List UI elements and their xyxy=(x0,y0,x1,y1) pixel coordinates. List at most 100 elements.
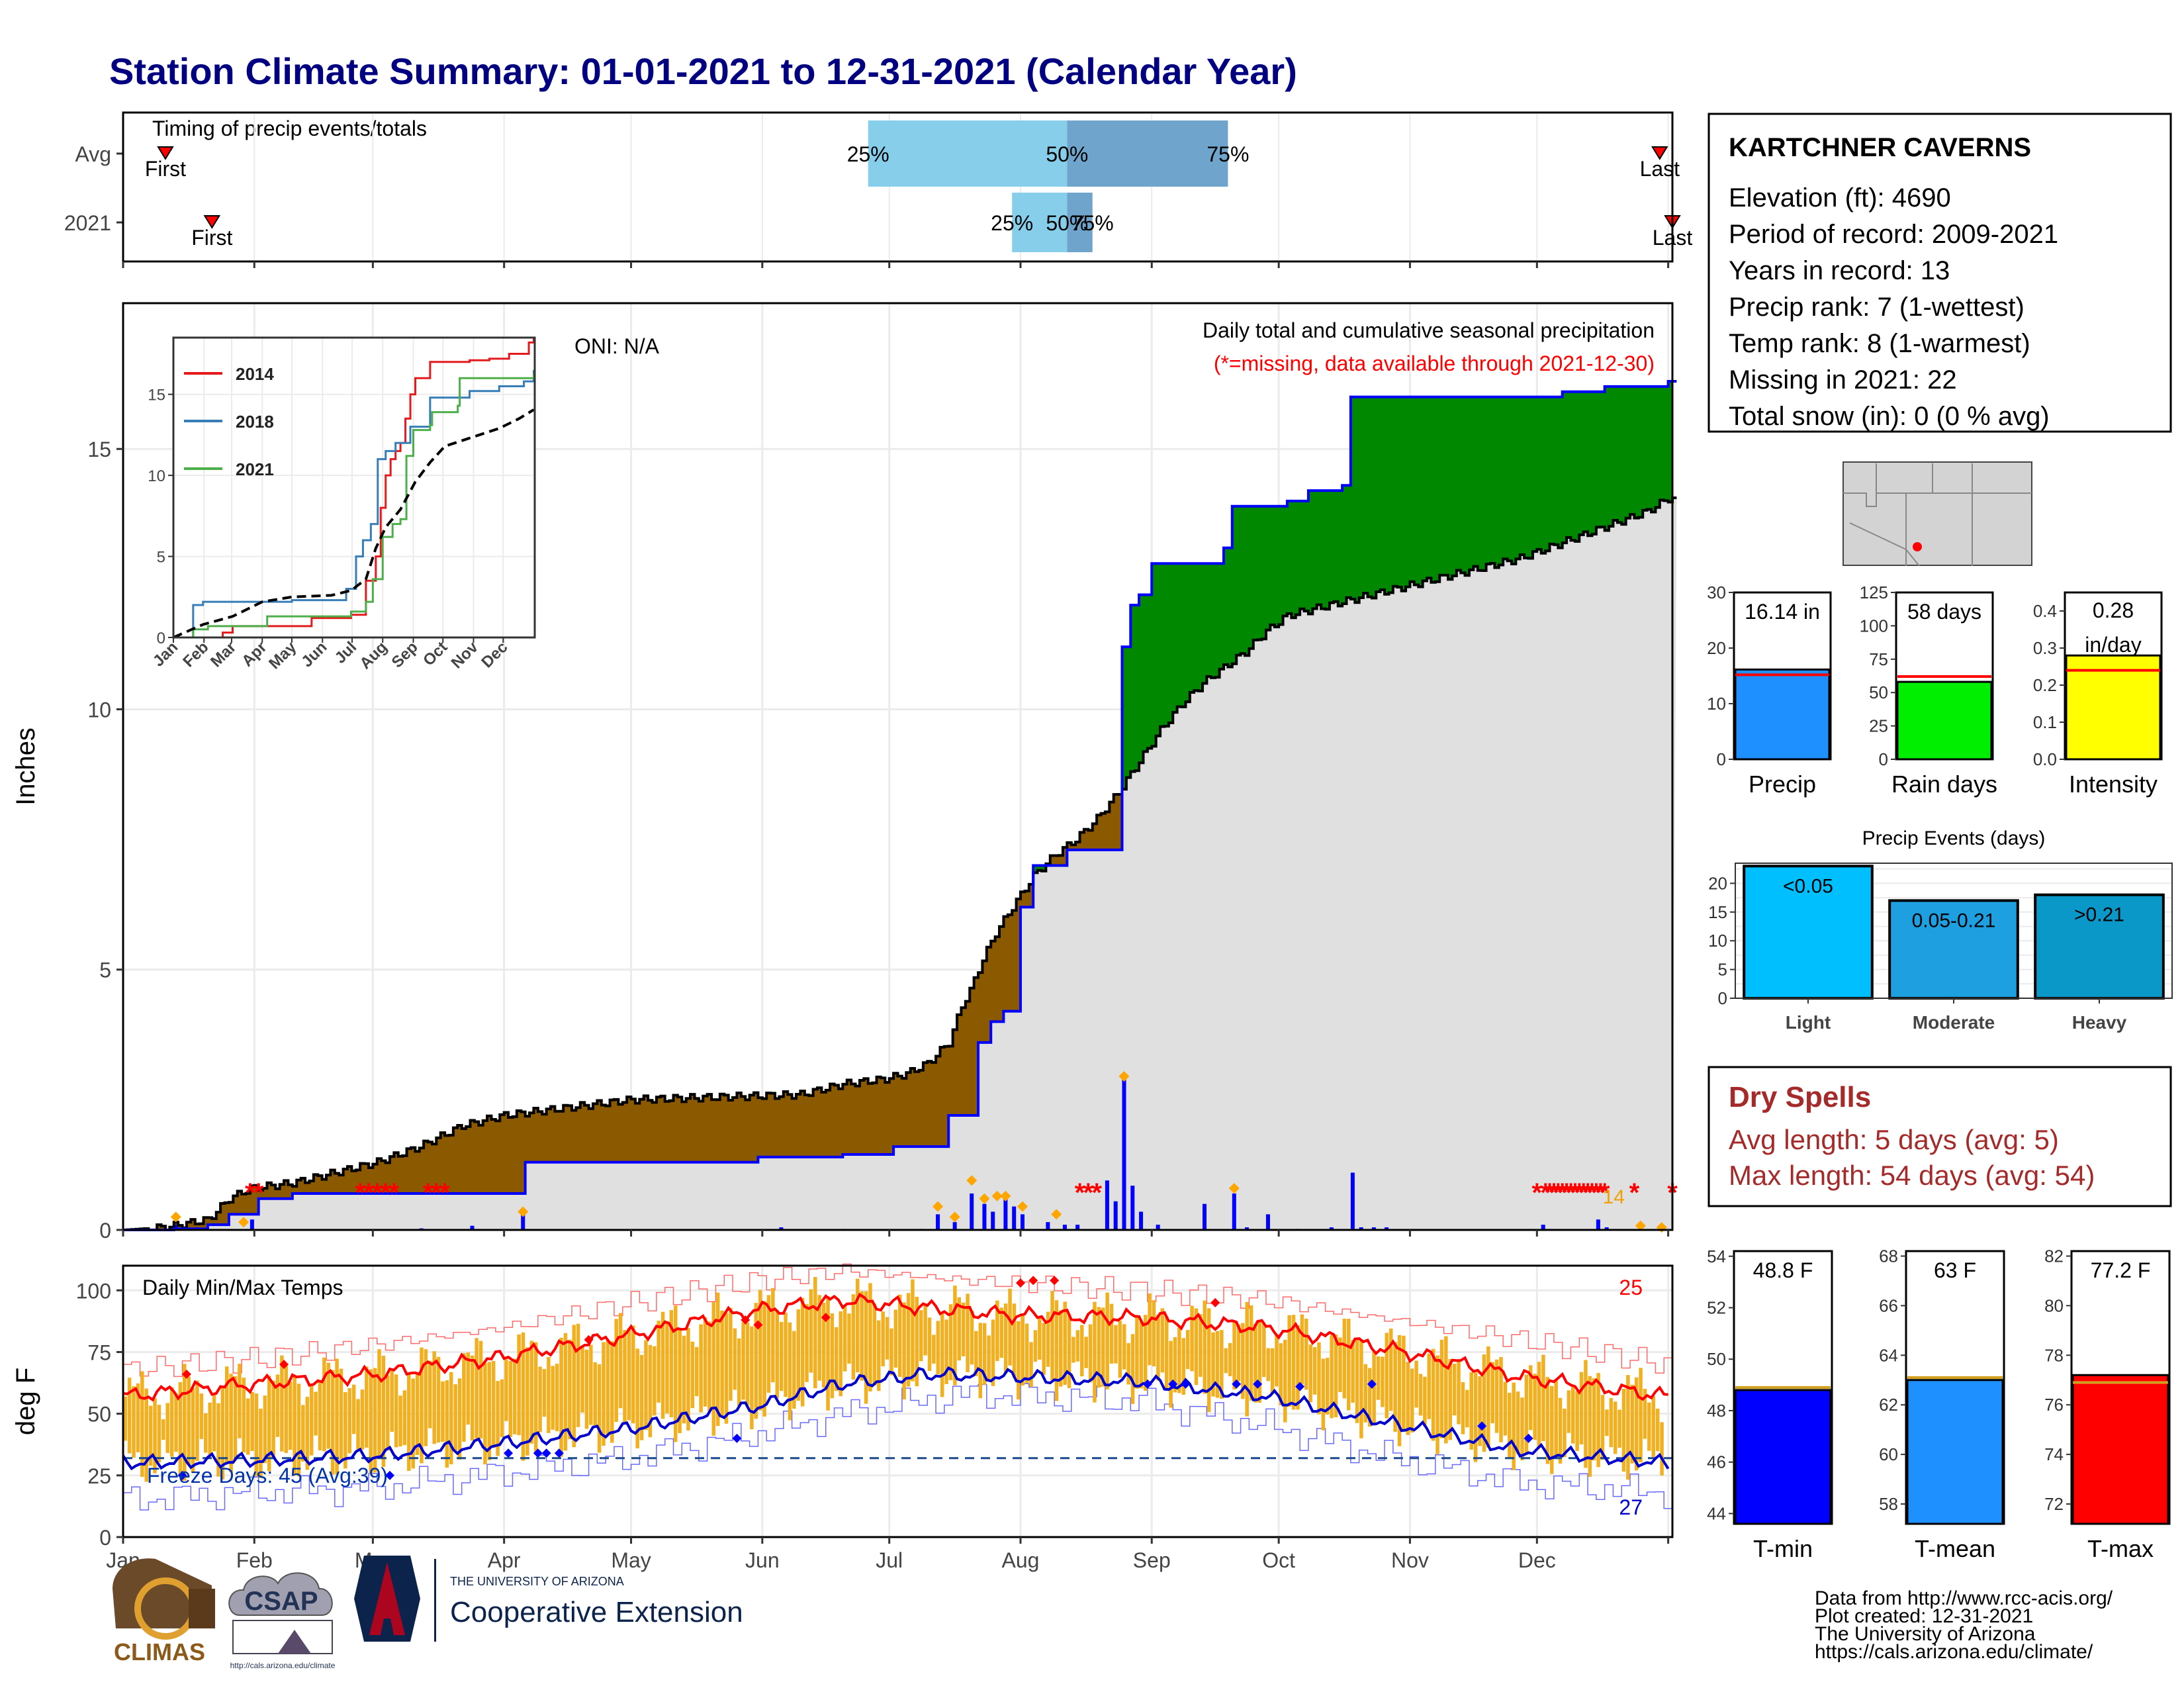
daily-temp-bar xyxy=(314,1391,318,1436)
daily-temp-bar xyxy=(589,1344,593,1425)
daily-temp-bar xyxy=(775,1310,780,1398)
daily-temp-bar xyxy=(1376,1356,1381,1400)
daily-precip-bar xyxy=(1156,1225,1160,1230)
university-of-arizona-logo: THE UNIVERSITY OF ARIZONA Cooperative Ex… xyxy=(354,1556,743,1642)
daily-temp-bar xyxy=(1512,1382,1516,1470)
daily-temp-bar xyxy=(1181,1338,1186,1395)
daily-temp-bar xyxy=(809,1289,813,1373)
daily-temp-bar xyxy=(381,1356,386,1467)
daily-temp-bar xyxy=(572,1325,576,1448)
daily-temp-bar xyxy=(1203,1300,1207,1394)
daily-temp-bar xyxy=(445,1380,449,1468)
daily-temp-bar xyxy=(678,1329,682,1433)
daily-temp-bar xyxy=(1257,1319,1262,1403)
daily-temp-bar xyxy=(1042,1323,1046,1375)
station-line: Total snow (in): 0 (0 % avg) xyxy=(1729,402,2050,431)
record-high-marker xyxy=(1015,1278,1025,1288)
daily-temp-bar xyxy=(191,1388,195,1473)
daily-temp-bar xyxy=(411,1378,415,1469)
missing-day-marker: * xyxy=(432,1178,442,1207)
daily-temp-bar xyxy=(1253,1323,1257,1403)
summary-ytick-label: 62 xyxy=(1879,1395,1898,1415)
last-event-marker xyxy=(1651,146,1668,160)
daily-temp-bar xyxy=(1143,1315,1148,1391)
timing-category-label: Avg xyxy=(75,142,111,166)
daily-precip-bar xyxy=(1139,1211,1144,1230)
daily-temp-bar xyxy=(906,1293,911,1387)
daily-temp-bar xyxy=(1516,1391,1520,1454)
summary-bar-t-mean xyxy=(1906,1379,2004,1525)
summary-ytick-label: 0.3 xyxy=(2033,638,2057,658)
daily-precip-bar xyxy=(470,1225,475,1230)
inset-series-2021 xyxy=(173,373,535,639)
summary-panel-name: Precip xyxy=(1749,771,1816,798)
daily-temp-bar xyxy=(1346,1319,1351,1411)
daily-temp-bar xyxy=(1554,1380,1558,1458)
summary-ytick-label: 25 xyxy=(1869,716,1888,736)
dry-spells-box: Dry Spells Avg length: 5 days (avg: 5) M… xyxy=(1707,1066,2172,1207)
daily-precip-bar xyxy=(1350,1172,1355,1230)
daily-precip-bar xyxy=(1122,1078,1126,1230)
credit-line: Plot created: 12-31-2021 xyxy=(1815,1605,2033,1627)
daily-temp-bar xyxy=(631,1325,635,1424)
daily-temp-bar xyxy=(872,1303,877,1386)
daily-temp-bar xyxy=(195,1380,199,1461)
daily-temp-bar xyxy=(521,1332,525,1461)
events-ytick-label: 15 xyxy=(1708,902,1727,922)
daily-temp-bar xyxy=(970,1311,974,1365)
avg-tmin-line xyxy=(122,1366,1670,1471)
count-14-label: 14 xyxy=(1603,1186,1625,1208)
timing-panel: Timing of precip events/totals 25% 50% 75%… xyxy=(64,111,1692,268)
daily-temp-bar xyxy=(1300,1314,1304,1385)
daily-temp-bar xyxy=(424,1349,428,1446)
daily-temp-bar xyxy=(720,1310,724,1417)
daily-temp-bar xyxy=(500,1379,504,1438)
daily-precip-bar xyxy=(250,1219,254,1230)
daily-temp-bar xyxy=(927,1317,932,1372)
avg-cumulative-area xyxy=(123,498,1677,1230)
daily-temp-bar xyxy=(1533,1374,1537,1440)
daily-temp-bar xyxy=(1651,1395,1656,1457)
daily-temp-bar xyxy=(771,1288,775,1383)
daily-temp-bar xyxy=(987,1335,991,1382)
daily-temp-bar xyxy=(559,1337,563,1457)
daily-temp-bar xyxy=(144,1388,148,1482)
daily-temp-bar xyxy=(1017,1321,1021,1400)
daily-precip-point xyxy=(1118,1070,1130,1082)
temps-ytick-label: 50 xyxy=(87,1403,111,1427)
daily-temp-bar xyxy=(517,1334,521,1436)
daily-temp-bar xyxy=(674,1305,678,1442)
daily-temp-bar xyxy=(1266,1348,1270,1382)
daily-temp-bar xyxy=(1024,1323,1029,1383)
station-line: Missing in 2021: 22 xyxy=(1729,365,1957,395)
record-high-marker xyxy=(821,1313,831,1323)
daily-temp-bar xyxy=(1541,1354,1545,1441)
daily-temp-bar xyxy=(1494,1359,1499,1433)
daily-temp-bar xyxy=(1109,1303,1114,1364)
timing-label-50: 50% xyxy=(1046,142,1088,166)
daily-precip-point xyxy=(518,1206,529,1217)
dry-spells-max: Max length: 54 days (avg: 54) xyxy=(1729,1160,2095,1191)
daily-temp-bar xyxy=(1342,1319,1347,1399)
daily-precip-bar xyxy=(1232,1193,1236,1230)
temps-ytick-label: 75 xyxy=(87,1340,111,1364)
summary-ytick-label: 10 xyxy=(1707,694,1726,714)
daily-temp-bar xyxy=(1537,1362,1541,1448)
daily-temp-bar xyxy=(1503,1382,1508,1436)
daily-precip-bar xyxy=(1012,1206,1017,1230)
missing-day-marker: * xyxy=(1600,1178,1610,1207)
daily-temp-bar xyxy=(1334,1334,1338,1417)
daily-temp-bar xyxy=(961,1302,966,1356)
record-high-marker xyxy=(584,1335,594,1344)
temps-xtick-label: Apr xyxy=(488,1548,521,1572)
events-ytick-label: 20 xyxy=(1708,873,1727,893)
daily-precip-bar xyxy=(1541,1225,1545,1230)
daily-temp-bar xyxy=(1012,1303,1017,1378)
daily-temp-bar xyxy=(1199,1314,1203,1377)
temps-ytick-label: 25 xyxy=(87,1464,111,1488)
daily-temp-bar xyxy=(466,1352,471,1425)
daily-temp-bar xyxy=(1169,1340,1173,1408)
daily-temp-bar xyxy=(165,1403,169,1453)
daily-temp-bar xyxy=(432,1351,436,1444)
